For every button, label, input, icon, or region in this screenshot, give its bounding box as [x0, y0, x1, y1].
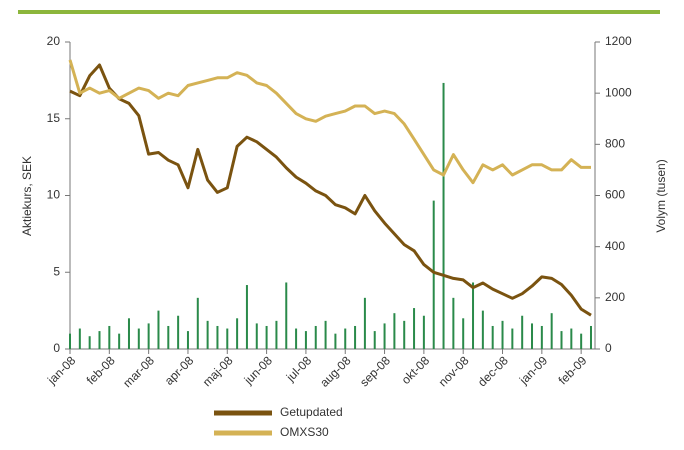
volume-bar: [550, 313, 553, 349]
volume-bar: [88, 336, 91, 349]
y2-tick-label: 1000: [605, 85, 632, 99]
volume-bar: [481, 310, 484, 349]
x-tick-label: jun-08: [241, 353, 275, 387]
x-tick-label: feb-08: [84, 353, 118, 387]
y-tick-label: 0: [53, 341, 60, 355]
volume-bar: [442, 82, 445, 349]
volume-bar: [560, 331, 563, 349]
volume-bar: [275, 320, 278, 349]
x-tick-label: dec-08: [475, 353, 511, 389]
y2-tick-label: 1200: [605, 34, 632, 48]
x-tick-label: maj-08: [200, 353, 236, 389]
volume-bar: [354, 325, 357, 349]
legend-label: Getupdated: [280, 405, 343, 419]
volume-bar: [157, 310, 160, 349]
volume-bar: [108, 325, 111, 349]
y2-tick-label: 200: [605, 290, 625, 304]
volume-bar: [127, 318, 130, 349]
x-tick-label: okt-08: [399, 353, 433, 387]
y2-tick-label: 400: [605, 239, 625, 253]
volume-bar: [206, 320, 209, 349]
volume-bar: [472, 282, 475, 349]
volume-bar: [511, 328, 514, 349]
volume-bar: [255, 323, 258, 349]
top-rule: [18, 10, 660, 14]
y-tick-label: 5: [53, 264, 60, 278]
x-tick-label: jul-08: [283, 353, 315, 385]
volume-bar: [393, 313, 396, 349]
legend-label: OMXS30: [280, 425, 329, 439]
volume-bar: [226, 328, 229, 349]
volume-bar: [78, 328, 81, 349]
volume-bar: [540, 325, 543, 349]
y2-axis-label: Volym (tusen): [654, 159, 668, 232]
volume-bar: [314, 325, 317, 349]
volume-bar: [265, 325, 268, 349]
x-tick-label: sep-08: [357, 353, 393, 389]
x-tick-label: aug-08: [317, 353, 354, 390]
line: [68, 59, 591, 185]
volume-bar: [501, 320, 504, 349]
volume-bar: [304, 331, 307, 349]
volume-bar: [570, 328, 573, 349]
x-tick-label: apr-08: [162, 353, 197, 388]
x-tick-label: jan-08: [44, 353, 78, 387]
volume-bar: [452, 297, 455, 349]
y2-tick-label: 800: [605, 137, 625, 151]
volume-bar: [432, 200, 435, 349]
y-tick-label: 20: [47, 34, 61, 48]
y-axis-label: Aktiekurs, SEK: [20, 156, 34, 236]
x-tick-label: nov-08: [436, 353, 472, 389]
volume-bar: [580, 333, 583, 349]
y2-tick-label: 600: [605, 188, 625, 202]
volume-bar: [334, 333, 337, 349]
x-tick-label: jan-09: [516, 353, 550, 387]
volume-bar: [177, 315, 180, 349]
volume-bar: [137, 328, 140, 349]
volume-bar: [285, 282, 288, 349]
volume-bar: [147, 323, 150, 349]
volume-bar: [216, 325, 219, 349]
volume-bar: [245, 285, 248, 349]
volume-bar: [403, 320, 406, 349]
volume-bar: [531, 323, 534, 349]
volume-bar: [186, 331, 189, 349]
volume-bar: [196, 297, 199, 349]
volume-bar: [422, 315, 425, 349]
x-tick-label: feb-09: [556, 353, 590, 387]
volume-bar: [363, 297, 366, 349]
volume-bar: [295, 328, 298, 349]
line: [69, 63, 592, 317]
volume-bar: [589, 325, 592, 349]
volume-bar: [98, 331, 101, 349]
volume-bar: [491, 325, 494, 349]
x-tick-label: mar-08: [120, 353, 157, 390]
volume-bar: [236, 318, 239, 349]
volume-bar: [521, 315, 524, 349]
volume-bar: [413, 308, 416, 349]
volume-bar: [462, 318, 465, 349]
volume-bar: [118, 333, 121, 349]
volume-bar: [324, 320, 327, 349]
volume-bar: [344, 328, 347, 349]
volume-bar: [373, 331, 376, 349]
y-tick-label: 15: [47, 111, 61, 125]
y-tick-label: 10: [47, 188, 61, 202]
volume-bar: [383, 323, 386, 349]
volume-bar: [167, 325, 170, 349]
y2-tick-label: 0: [605, 341, 612, 355]
volume-bar: [69, 333, 71, 349]
